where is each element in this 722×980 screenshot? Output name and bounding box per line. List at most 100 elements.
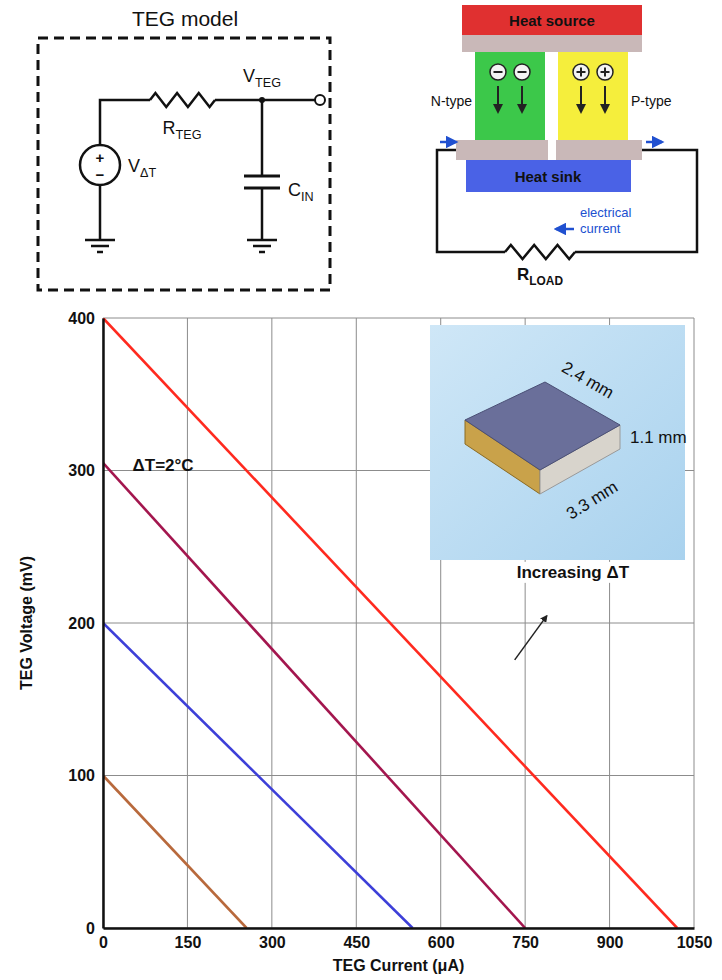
tick: 450 xyxy=(343,928,370,951)
wire xyxy=(604,68,606,77)
axis-line xyxy=(102,319,105,929)
wire xyxy=(244,175,280,178)
teg-device: Heat source Heat sink N-type P-type electric… xyxy=(431,5,697,288)
wire xyxy=(99,185,102,240)
grid-line xyxy=(103,318,104,928)
resistor-label: RTEG xyxy=(163,118,202,142)
wire xyxy=(259,251,265,254)
wire xyxy=(518,71,527,73)
heat-source xyxy=(462,5,642,35)
carrier-arrow xyxy=(497,86,499,112)
teg-model: TEG model+−VΔTRTEGVTEGCIN xyxy=(38,7,330,290)
load-label: RLOAD xyxy=(517,265,563,288)
series-line xyxy=(103,776,247,929)
chart: 2.4 mm1.1 mm3.3 mm0150300450600750900105… xyxy=(18,310,712,974)
annotation: Increasing ΔT xyxy=(517,563,630,582)
wire xyxy=(261,100,264,176)
heat-source-label: Heat source xyxy=(509,12,595,29)
n-leg xyxy=(475,52,545,140)
label-sub: TEG xyxy=(176,128,202,142)
charge xyxy=(490,64,506,80)
tick-label: 200 xyxy=(68,615,95,632)
source-label: VΔT xyxy=(128,156,156,180)
grid-line xyxy=(103,318,694,319)
inset: 2.4 mm1.1 mm3.3 mm xyxy=(430,325,687,560)
wire xyxy=(580,68,582,77)
voltage-source xyxy=(80,145,120,185)
tick-label: 750 xyxy=(512,934,539,951)
current-label: electricalcurrent xyxy=(580,205,631,236)
label-sub: IN xyxy=(301,190,314,204)
top-plate xyxy=(462,35,642,52)
axis: 0 150 300 450 600 750 900 1050 xyxy=(99,928,712,951)
dimension-label: 3.3 mm xyxy=(563,477,621,523)
dashed-box xyxy=(38,38,330,290)
heat-sink xyxy=(466,160,631,192)
tick: 300 xyxy=(259,928,286,951)
tick-label: 150 xyxy=(175,934,202,951)
axis-line xyxy=(104,927,695,930)
n-type-label: N-type xyxy=(431,93,472,109)
grid-line xyxy=(103,928,694,929)
tick: 1050 xyxy=(677,928,713,951)
wire xyxy=(253,245,271,248)
tick: 0 xyxy=(86,920,103,937)
axis: 0 100 200 300 400 xyxy=(68,310,103,937)
tick: 400 xyxy=(68,310,103,327)
tick-label: 300 xyxy=(259,934,286,951)
y-axis-title: TEG Voltage (mV) xyxy=(18,556,35,690)
tick: 300 xyxy=(68,462,103,479)
figure: TEG model+−VΔTRTEGVTEGCINHeat sourceHeat… xyxy=(0,0,722,980)
charge xyxy=(573,64,589,80)
tick-label: 100 xyxy=(68,767,95,784)
label-main: V xyxy=(128,156,140,176)
series-line xyxy=(103,318,677,928)
grid-line xyxy=(103,623,694,624)
carrier-arrow xyxy=(521,86,523,112)
tick: 600 xyxy=(428,928,455,951)
wire xyxy=(575,150,697,252)
carrier-arrow xyxy=(580,86,582,112)
resistor xyxy=(150,93,215,107)
tick: 200 xyxy=(68,615,103,632)
current-arrow xyxy=(556,228,574,231)
grid-line xyxy=(103,775,694,776)
label-main: R xyxy=(517,265,529,284)
current-arrow xyxy=(440,141,456,144)
tick: 900 xyxy=(597,928,624,951)
wire xyxy=(261,188,264,240)
wire xyxy=(437,150,505,252)
label-main: R xyxy=(163,118,176,138)
tick: 750 xyxy=(512,928,539,951)
tick: 150 xyxy=(175,928,202,951)
dimension-label: 1.1 mm xyxy=(630,428,687,447)
bottom-plate xyxy=(556,140,642,160)
model-title: TEG model xyxy=(132,7,238,30)
tick-label: 1050 xyxy=(677,934,713,951)
wire xyxy=(247,239,277,242)
tick-label: 400 xyxy=(68,310,95,327)
p-leg xyxy=(558,52,628,140)
tick-label: 900 xyxy=(597,934,624,951)
label-sub: TEG xyxy=(255,76,281,90)
tick-label: 600 xyxy=(428,934,455,951)
label-patch xyxy=(513,562,634,583)
node-label: VTEG xyxy=(243,66,281,90)
series-line xyxy=(103,623,413,928)
wire xyxy=(85,239,115,242)
series-line xyxy=(103,463,525,928)
x-axis-title: TEG Current (μA) xyxy=(333,957,465,974)
annotation: ΔT=2°C xyxy=(133,456,194,475)
p-type-label: P-type xyxy=(631,93,672,109)
annotation-arrow xyxy=(515,616,547,660)
wire xyxy=(91,245,109,248)
current-arrow xyxy=(646,141,662,144)
tick-label: 0 xyxy=(99,934,108,951)
wire xyxy=(97,251,103,254)
tick: 0 xyxy=(99,928,108,951)
label-main: C xyxy=(288,180,301,200)
terminal xyxy=(315,95,325,105)
tick: 100 xyxy=(68,767,103,784)
heat-sink-label: Heat sink xyxy=(515,168,582,185)
wire xyxy=(100,100,150,145)
